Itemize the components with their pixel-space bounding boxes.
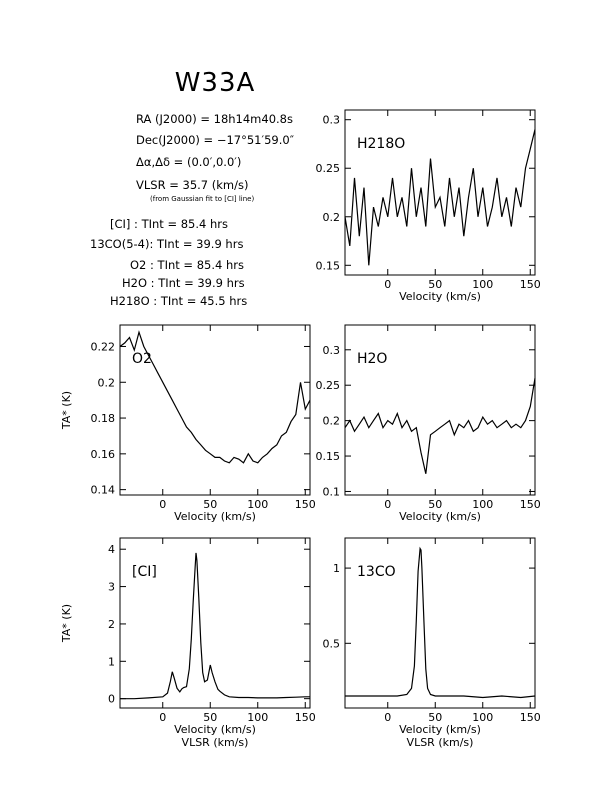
x-tick-label: 150 bbox=[295, 711, 316, 724]
panel-label-h2o: H2O bbox=[357, 351, 387, 367]
x-tick-label: 150 bbox=[520, 498, 541, 511]
spectrum-line-ci bbox=[120, 552, 310, 700]
figure-title: W33A bbox=[174, 68, 256, 98]
plot-frame bbox=[119, 324, 311, 496]
panel-o2: 0 50 100 150 0.14 0.16 0.18 0.2 0.22 Velocity (km… bbox=[60, 324, 316, 523]
y-tick-label: 0.15 bbox=[316, 259, 341, 272]
x-tick-label: 50 bbox=[428, 498, 442, 511]
x-tick-label: 150 bbox=[295, 498, 316, 511]
x-tick-label: 50 bbox=[428, 711, 442, 724]
tint-h2o: H2O : TInt = 39.9 hrs bbox=[122, 276, 245, 290]
x-tick-label: 50 bbox=[203, 498, 217, 511]
y-tick-label: 0.25 bbox=[316, 379, 341, 392]
ra-text: RA (J2000) = 18h14m40.8s bbox=[136, 112, 293, 126]
y-tick-label: 0.1 bbox=[323, 485, 341, 498]
spectrum-line-h218o bbox=[344, 129, 536, 266]
y-tick-label: 1 bbox=[333, 562, 340, 575]
y-tick-label: 0.22 bbox=[91, 340, 116, 353]
y-tick-label: 0.15 bbox=[316, 450, 341, 463]
x-axis-label: Velocity (km/s) bbox=[399, 290, 481, 303]
tint-h218o: H218O : TInt = 45.5 hrs bbox=[110, 294, 248, 308]
plot-frame bbox=[119, 537, 311, 709]
plot-frame bbox=[344, 537, 536, 709]
spectrum-line-13co bbox=[345, 546, 536, 699]
y-tick-label: 3 bbox=[108, 581, 115, 594]
y-tick-label: 0.25 bbox=[316, 162, 341, 175]
panel-13co: 0 50 100 150 0.5 1 Velocity (km/s)VLSR (km/s) 1… bbox=[323, 537, 541, 749]
y-tick-label: 0.2 bbox=[323, 415, 341, 428]
x-tick-label: 150 bbox=[520, 711, 541, 724]
plot-frame bbox=[344, 109, 536, 276]
y-tick-label: 0.2 bbox=[98, 376, 116, 389]
x-tick-label: 0 bbox=[159, 498, 166, 511]
x-tick-label: 0 bbox=[159, 711, 166, 724]
x-tick-label: 100 bbox=[472, 498, 493, 511]
y-axis-label: TA* (K) bbox=[60, 604, 73, 643]
panel-ci: 0 50 100 150 0 1 2 3 4 Velocity (km/s)VLSR (km/s)… bbox=[60, 537, 316, 749]
x-tick-label: 100 bbox=[472, 278, 493, 291]
x-axis-label: Velocity (km/s) bbox=[174, 723, 256, 736]
plot-frame bbox=[344, 324, 536, 496]
x-tick-label: 0 bbox=[384, 711, 391, 724]
tint-13co: 13CO(5-4): TInt = 39.9 hrs bbox=[90, 237, 244, 251]
panel-label-13co: 13CO bbox=[357, 564, 396, 580]
y-tick-label: 0.5 bbox=[323, 637, 341, 650]
spectrum-line-h2o bbox=[344, 378, 536, 474]
panel-label-o2: O2 bbox=[132, 351, 152, 367]
x-tick-label: 100 bbox=[247, 498, 268, 511]
y-tick-label: 0.2 bbox=[323, 211, 341, 224]
offset-text: Δα,Δδ = (0.0′,0.0′) bbox=[136, 155, 242, 169]
panel-h218o: 0 50 100 150 0.15 0.2 0.25 0.3 Velocity (km/s) H2… bbox=[316, 109, 541, 303]
x-tick-label: 50 bbox=[203, 711, 217, 724]
tint-o2: O2 : TInt = 85.4 hrs bbox=[130, 258, 244, 272]
x-axis-label-2: VLSR (km/s) bbox=[407, 736, 474, 749]
tint-ci: [CI] : TInt = 85.4 hrs bbox=[110, 217, 229, 231]
y-tick-label: 2 bbox=[108, 618, 115, 631]
x-axis-label: Velocity (km/s) bbox=[399, 723, 481, 736]
x-tick-label: 0 bbox=[384, 498, 391, 511]
spectrum-line-o2 bbox=[119, 330, 311, 464]
y-axis-label: TA* (K) bbox=[60, 391, 73, 430]
vlsr-note: (from Gaussian fit to [CI] line) bbox=[150, 195, 255, 203]
y-tick-label: 4 bbox=[108, 543, 115, 556]
x-axis-label: Velocity (km/s) bbox=[174, 510, 256, 523]
x-tick-label: 100 bbox=[472, 711, 493, 724]
panel-label-ci: [CI] bbox=[132, 564, 157, 580]
x-tick-label: 150 bbox=[520, 278, 541, 291]
panel-label-h218o: H218O bbox=[357, 136, 405, 152]
panel-h2o: 0 50 100 150 0.1 0.15 0.2 0.25 0.3 Velocity (km/s… bbox=[316, 324, 541, 523]
y-tick-label: 0.3 bbox=[323, 344, 341, 357]
x-tick-label: 50 bbox=[428, 278, 442, 291]
y-tick-label: 0.18 bbox=[91, 412, 116, 425]
x-tick-label: 0 bbox=[384, 278, 391, 291]
y-tick-label: 0.16 bbox=[91, 448, 116, 461]
x-axis-label: Velocity (km/s) bbox=[399, 510, 481, 523]
y-tick-label: 1 bbox=[108, 655, 115, 668]
x-axis-label-2: VLSR (km/s) bbox=[182, 736, 249, 749]
vlsr-text: VLSR = 35.7 (km/s) bbox=[136, 178, 249, 192]
y-tick-label: 0 bbox=[108, 693, 115, 706]
y-tick-label: 0.3 bbox=[323, 114, 341, 127]
y-tick-label: 0.14 bbox=[91, 484, 116, 497]
x-tick-label: 100 bbox=[247, 711, 268, 724]
dec-text: Dec(J2000) = −17°51′59.0″ bbox=[136, 133, 294, 147]
